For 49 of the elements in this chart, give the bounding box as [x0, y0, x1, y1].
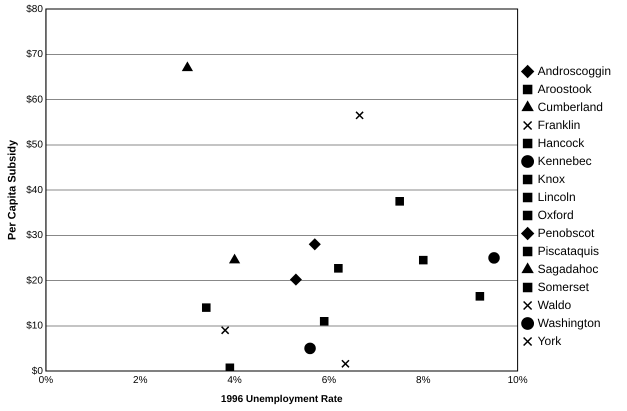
legend-label: Knox	[538, 172, 565, 186]
point	[226, 364, 234, 371]
point	[418, 256, 428, 264]
x-tick-label: 8%	[416, 374, 431, 386]
legend-label: Franklin	[538, 118, 580, 132]
y-tick-label: $70	[26, 49, 44, 60]
x-tick-label: 2%	[133, 374, 148, 386]
point	[395, 197, 404, 206]
legend-label: York	[538, 334, 562, 348]
y-tick-label: $0	[32, 366, 44, 377]
point	[476, 292, 484, 301]
legend-label: Somerset	[538, 280, 590, 294]
x-tick-label: 0%	[38, 374, 54, 386]
point	[230, 254, 240, 264]
y-tick-label: $50	[26, 140, 44, 150]
point	[320, 316, 328, 326]
legend-label: Hancock	[538, 136, 586, 150]
x-axis-title: 1996 Unemployment Rate	[220, 394, 344, 405]
point	[304, 342, 316, 354]
point	[341, 359, 350, 368]
point	[488, 252, 500, 264]
legend-label: Cumberland	[538, 100, 603, 114]
x-tick-label: 4%	[227, 374, 242, 386]
legend-label: Lincoln	[538, 190, 576, 204]
x-tick-label: 6%	[322, 374, 336, 386]
y-tick-label: $60	[26, 94, 44, 106]
y-axis-title: Per Capita Subsidy	[6, 139, 19, 240]
point	[202, 303, 211, 312]
y-tick-label: $10	[26, 320, 44, 332]
y-tick-label: $40	[26, 184, 44, 196]
legend-label: Oxford	[538, 208, 574, 222]
y-tick-label: $80	[26, 4, 44, 15]
y-tick-label: $20	[26, 275, 44, 286]
legend-label: Kennebec	[538, 154, 592, 168]
legend-label: Piscataquis	[538, 244, 599, 258]
legend-label: Androscoggin	[538, 64, 612, 78]
point	[334, 264, 343, 273]
point	[220, 326, 230, 335]
legend-label: Sagadahoc	[538, 262, 598, 276]
point	[290, 274, 302, 286]
legend-label: Aroostook	[538, 82, 593, 96]
x-tick-label: 10%	[508, 374, 528, 386]
point	[309, 238, 321, 250]
y-tick-label: $30	[26, 230, 44, 241]
legend-label: Waldo	[538, 298, 572, 312]
point	[182, 62, 192, 72]
legend-label: Washington	[538, 316, 601, 330]
point	[355, 111, 364, 120]
legend-label: Penobscot	[538, 226, 595, 240]
